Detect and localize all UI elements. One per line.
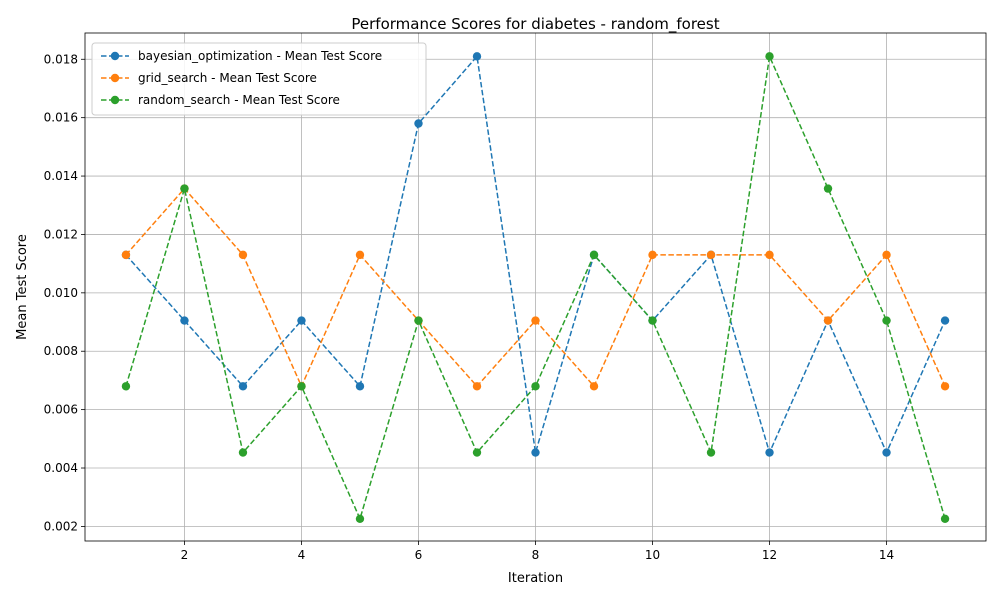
series-3 [121,52,950,524]
y-tick-label: 0.006 [44,403,78,417]
x-tick-label: 12 [762,548,777,562]
data-point [648,250,657,260]
y-axis-label: Mean Test Score [15,234,30,340]
data-point [940,382,950,391]
y-tick-label: 0.012 [44,227,78,241]
y-tick-label: 0.002 [44,519,78,533]
data-point [238,382,248,391]
y-tick-label: 0.014 [44,169,78,183]
data-point [180,316,189,325]
data-point [297,382,306,391]
legend-label: bayesian_optimization - Mean Test Score [138,49,382,63]
x-axis-label: Iteration [508,571,563,586]
data-point [355,382,365,391]
data-point [589,382,599,391]
data-point [589,250,599,260]
legend: bayesian_optimization - Mean Test Score g… [91,42,427,116]
data-point [765,448,774,457]
y-tick-label: 0.016 [44,111,78,125]
legend-marker [110,51,120,61]
ticks: 2 4 6 8 10 12 14 0.002 0.004 0.006 0.008 0.010 0.012… [44,52,895,562]
data-point [882,448,891,457]
data-point [355,514,365,524]
x-tick-label: 4 [298,548,306,562]
x-tick-label: 6 [415,548,423,562]
legend-entry: grid_search - Mean Test Score [101,71,317,85]
legend-entry: bayesian_optimization - Mean Test Score [101,49,382,63]
data-point [765,250,774,260]
y-tick-label: 0.018 [44,52,78,66]
x-tick-label: 8 [532,548,540,562]
data-point [531,316,540,325]
legend-entry: random_search - Mean Test Score [101,93,340,107]
data-point [472,382,482,391]
data-point [238,250,248,260]
data-point [531,382,540,391]
data-point [648,316,657,325]
data-point [940,316,950,325]
data-point [531,448,540,457]
legend-label: grid_search - Mean Test Score [138,71,317,85]
data-point [121,382,131,391]
chart-title: Performance Scores for diabetes - random… [351,15,719,34]
data-point [472,52,482,61]
y-tick-label: 0.008 [44,344,78,358]
data-point [823,184,833,193]
data-point [765,52,774,61]
series-line [125,54,946,455]
legend-marker [110,73,120,83]
data-point [414,119,423,128]
data-point [882,250,891,260]
y-tick-label: 0.010 [44,286,78,300]
data-point [121,250,131,260]
data-point [180,184,189,193]
data-point [706,250,716,260]
data-point [414,316,423,325]
y-tick-label: 0.004 [44,461,78,475]
legend-label: random_search - Mean Test Score [138,93,340,107]
x-tick-label: 14 [879,548,894,562]
data-point [706,448,716,457]
x-tick-label: 2 [181,548,189,562]
data-point [882,316,891,325]
x-tick-label: 10 [645,548,660,562]
series-layer [121,52,950,524]
data-point [355,250,365,260]
data-point [297,316,306,325]
data-point [823,316,833,325]
legend-box [91,42,427,116]
legend-marker [110,95,120,105]
data-point [472,448,482,457]
data-point [940,514,950,524]
data-point [238,448,248,457]
grid [85,33,986,541]
